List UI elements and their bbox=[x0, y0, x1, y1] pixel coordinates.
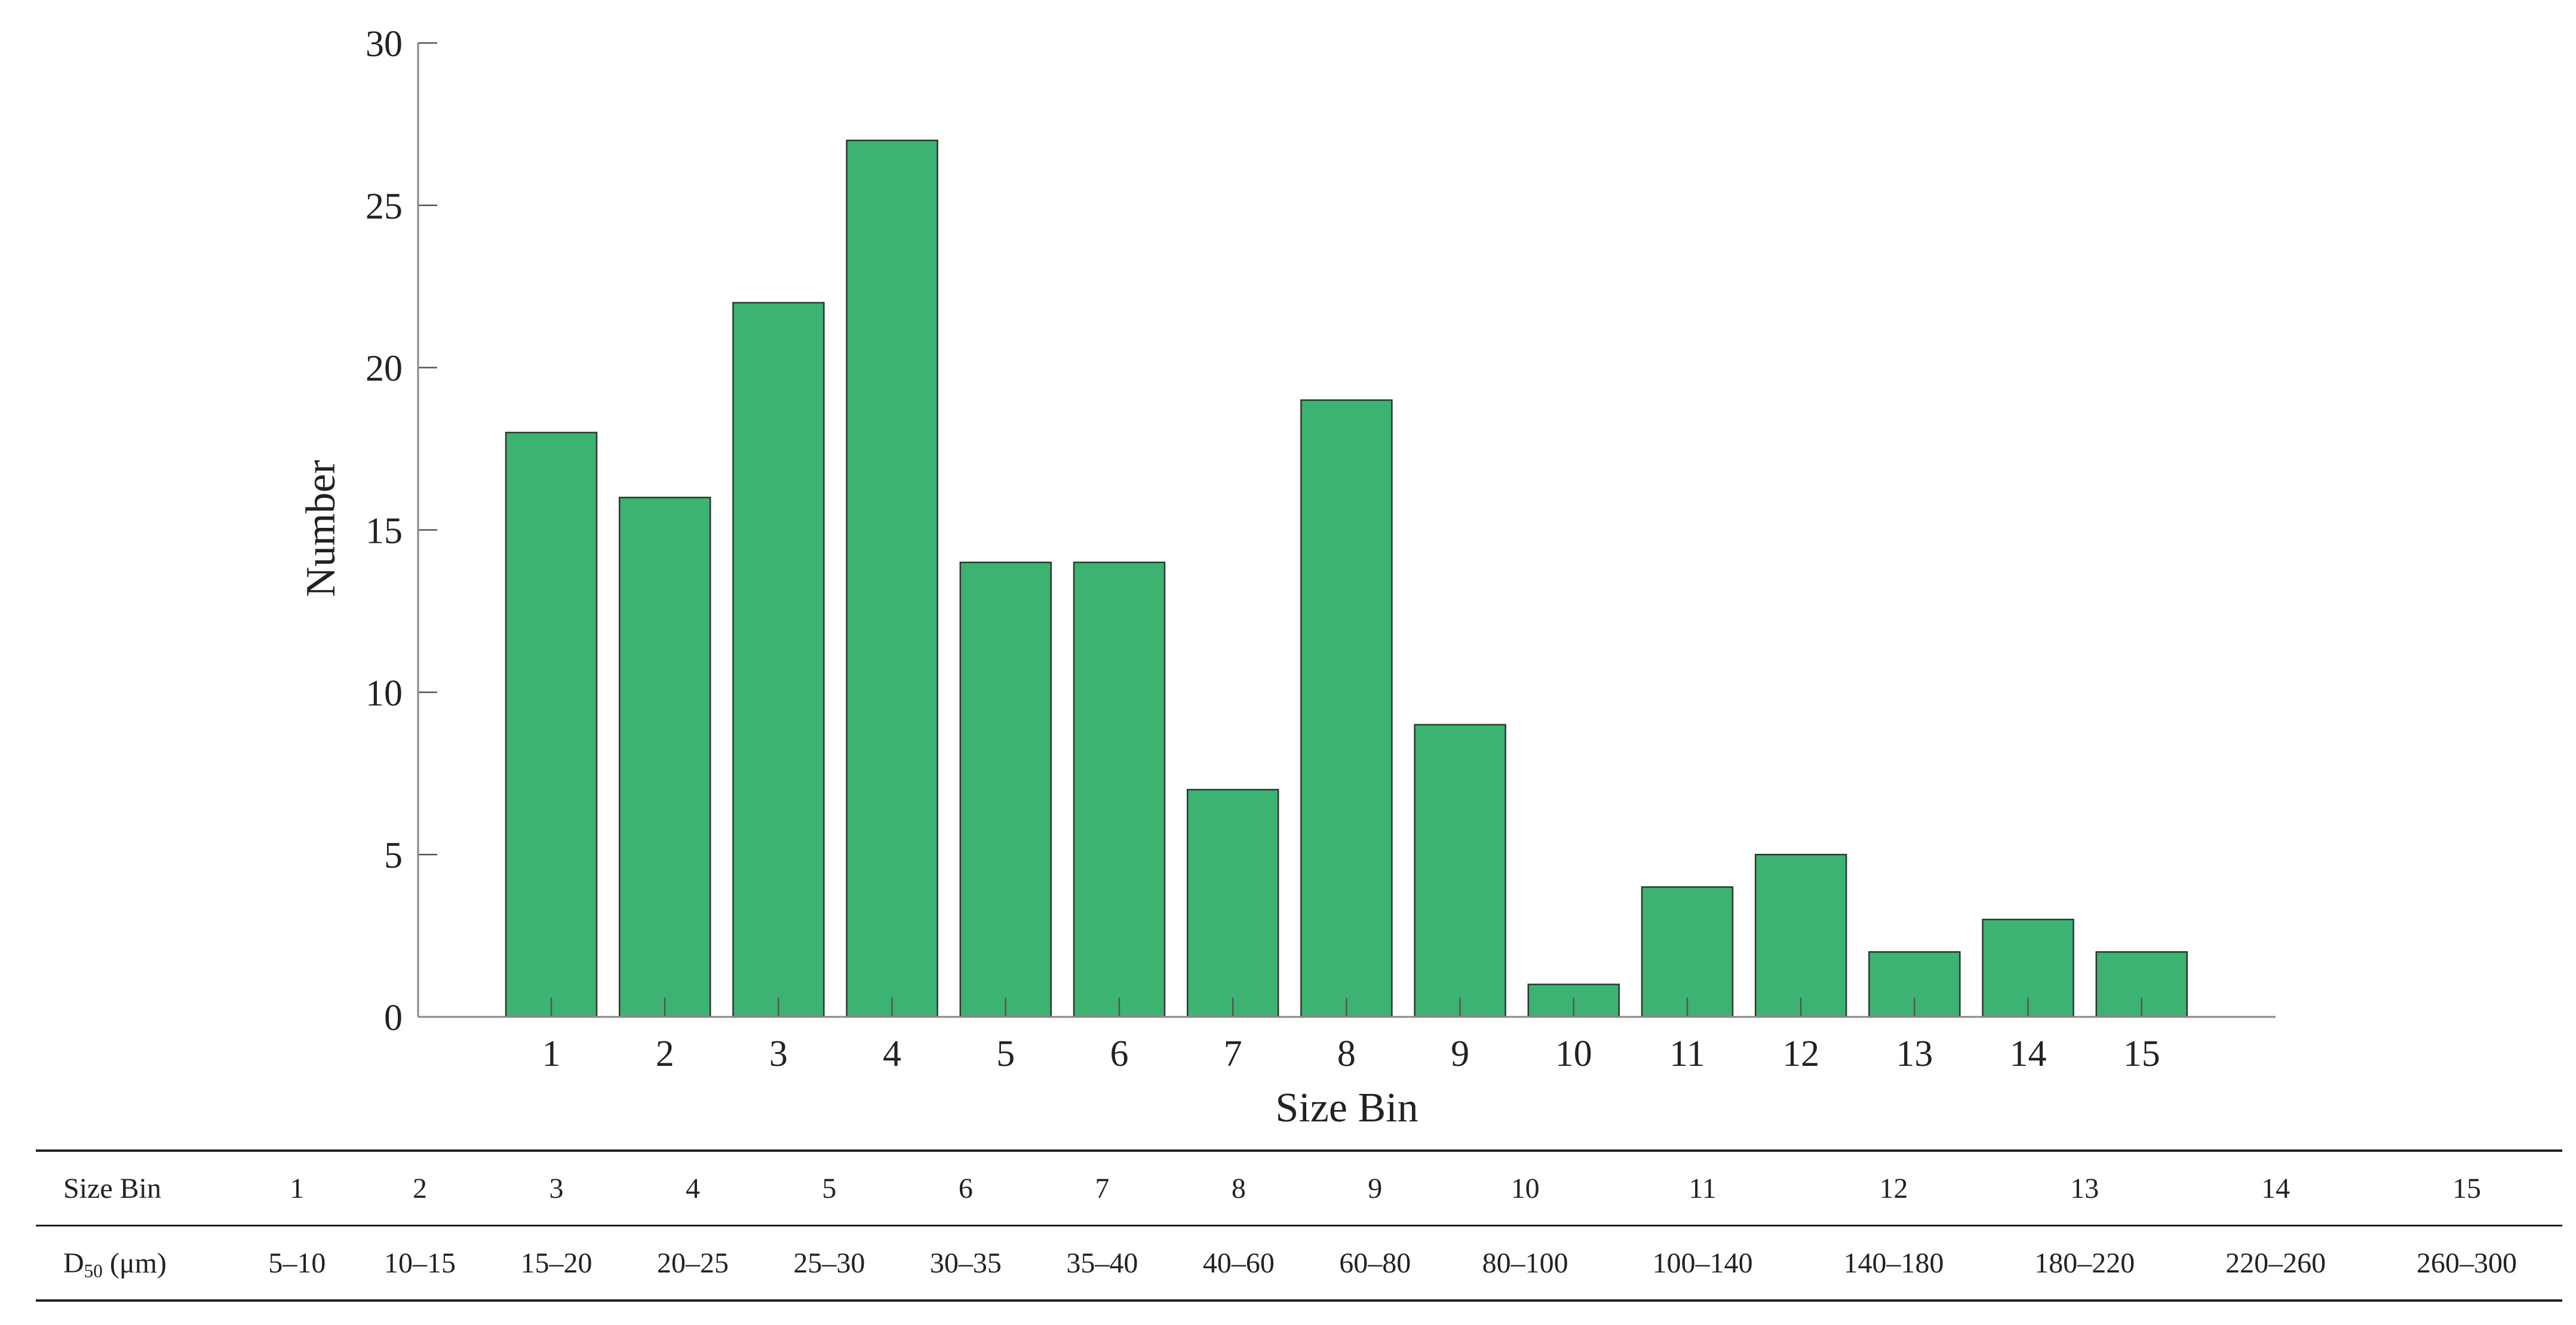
size-bin-cell: 1 bbox=[290, 1172, 305, 1204]
d50-range-cell: 180–220 bbox=[2034, 1247, 2135, 1279]
d50-subscript: 50 bbox=[84, 1260, 103, 1281]
x-tick-label: 12 bbox=[1782, 1034, 1819, 1074]
d50-range-cell: 30–35 bbox=[929, 1247, 1002, 1279]
bar-4 bbox=[846, 139, 938, 1018]
x-tick-label: 4 bbox=[883, 1034, 901, 1074]
bar-7 bbox=[1186, 789, 1279, 1018]
bar-8 bbox=[1300, 399, 1393, 1018]
d50-range-cell: 10–15 bbox=[384, 1247, 456, 1279]
d50-range-cell: 100–140 bbox=[1652, 1247, 1753, 1279]
size-bin-cell: 2 bbox=[413, 1172, 427, 1204]
size-bin-cell: 8 bbox=[1231, 1172, 1246, 1204]
size-bin-table-container: Size Bin 1 2 3 4 5 6 7 8 9 10 11 12 13 14 15 D50 (μm) … bbox=[36, 1149, 2562, 1302]
size-bin-cell: 14 bbox=[2261, 1172, 2291, 1204]
size-bin-cell: 5 bbox=[822, 1172, 837, 1204]
d50-range-cell: 35–40 bbox=[1066, 1247, 1138, 1279]
x-tick-label: 9 bbox=[1451, 1034, 1469, 1074]
d50-row-header: D50 (μm) bbox=[36, 1226, 242, 1301]
y-tick-label: 20 bbox=[366, 349, 403, 389]
x-tick-label: 5 bbox=[996, 1034, 1015, 1074]
bar-9 bbox=[1414, 724, 1506, 1018]
d50-range-cell: 40–60 bbox=[1202, 1247, 1275, 1279]
size-bin-cell: 11 bbox=[1688, 1172, 1717, 1204]
d50-range-cell: 5–10 bbox=[268, 1247, 326, 1279]
y-tick-label: 5 bbox=[384, 835, 403, 876]
x-tick-label: 13 bbox=[1896, 1034, 1933, 1074]
bar-1 bbox=[505, 432, 598, 1018]
y-tick-label: 10 bbox=[366, 673, 403, 714]
y-tick-label: 0 bbox=[384, 998, 403, 1038]
size-bin-row: Size Bin 1 2 3 4 5 6 7 8 9 10 11 12 13 14 15 bbox=[36, 1151, 2562, 1226]
x-tick-label: 2 bbox=[656, 1034, 674, 1074]
x-tick-label: 7 bbox=[1224, 1034, 1242, 1074]
size-bin-cell: 12 bbox=[1879, 1172, 1908, 1204]
d50-range-cell: 220–260 bbox=[2225, 1247, 2326, 1279]
size-bin-cell: 13 bbox=[2070, 1172, 2099, 1204]
y-tick-label: 25 bbox=[366, 186, 403, 227]
d50-unit: (μm) bbox=[102, 1247, 167, 1279]
y-tick-label: 30 bbox=[366, 24, 403, 64]
x-tick-label: 14 bbox=[2010, 1034, 2047, 1074]
size-bin-cell: 10 bbox=[1510, 1172, 1540, 1204]
bars-group bbox=[505, 139, 2188, 1018]
size-bin-cell: 15 bbox=[2452, 1172, 2482, 1204]
d50-range-cell: 60–80 bbox=[1339, 1247, 1411, 1279]
d50-range-cell: 80–100 bbox=[1482, 1247, 1568, 1279]
x-tick-label: 10 bbox=[1555, 1034, 1592, 1074]
d50-range-cell: 20–25 bbox=[656, 1247, 729, 1279]
d50-range-cell: 140–180 bbox=[1843, 1247, 1944, 1279]
bar-3 bbox=[732, 302, 825, 1018]
y-axis-label: Number bbox=[298, 460, 344, 597]
x-tick-label: 15 bbox=[2123, 1034, 2160, 1074]
size-bin-cell: 9 bbox=[1368, 1172, 1383, 1204]
d50-row: D50 (μm) 5–10 10–15 15–20 20–25 25–30 30–35 35… bbox=[36, 1226, 2562, 1301]
size-bin-cell: 7 bbox=[1095, 1172, 1110, 1204]
x-tick-label: 8 bbox=[1337, 1034, 1356, 1074]
bar-12 bbox=[1754, 853, 1847, 1018]
d50-range-cell: 260–300 bbox=[2417, 1247, 2517, 1279]
y-tick-label: 15 bbox=[366, 511, 403, 552]
x-tick-label: 6 bbox=[1110, 1034, 1129, 1074]
d50-range-cell: 15–20 bbox=[520, 1247, 592, 1279]
size-bin-cell: 6 bbox=[958, 1172, 973, 1204]
d50-symbol: D bbox=[63, 1247, 84, 1279]
bar-14 bbox=[1982, 918, 2074, 1018]
d50-range-cell: 25–30 bbox=[793, 1247, 865, 1279]
bar-2 bbox=[618, 496, 711, 1018]
x-axis-label: Size Bin bbox=[1275, 1085, 1418, 1131]
size-bin-cell: 4 bbox=[685, 1172, 700, 1204]
bar-6 bbox=[1073, 561, 1166, 1018]
bar-11 bbox=[1641, 886, 1734, 1018]
x-tick-label: 11 bbox=[1669, 1034, 1705, 1074]
bar-5 bbox=[959, 561, 1052, 1018]
x-tick-label: 1 bbox=[542, 1034, 561, 1074]
size-bin-cell: 3 bbox=[549, 1172, 564, 1204]
x-tick-label: 3 bbox=[769, 1034, 788, 1074]
size-bin-row-header: Size Bin bbox=[63, 1172, 161, 1204]
size-bin-table: Size Bin 1 2 3 4 5 6 7 8 9 10 11 12 13 14 15 D50 (μm) … bbox=[36, 1149, 2562, 1302]
